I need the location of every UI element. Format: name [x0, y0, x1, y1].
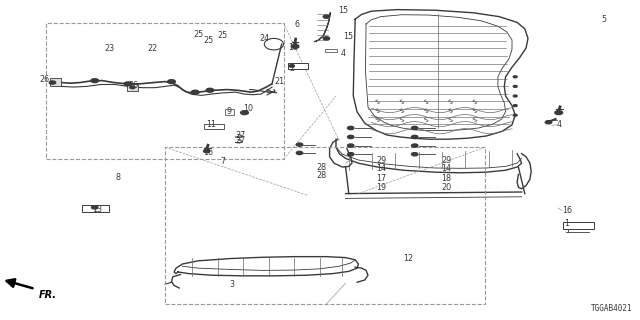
Text: 10: 10 — [243, 104, 253, 113]
Text: 28: 28 — [317, 163, 327, 172]
Circle shape — [323, 15, 330, 18]
Text: 5: 5 — [602, 15, 607, 24]
Text: 9: 9 — [227, 107, 232, 116]
Text: 21: 21 — [274, 77, 284, 86]
Circle shape — [412, 144, 418, 147]
Text: 26: 26 — [40, 75, 50, 84]
Text: 8: 8 — [116, 173, 121, 182]
Text: 29: 29 — [442, 156, 452, 164]
Circle shape — [191, 90, 199, 94]
Text: 27: 27 — [236, 136, 246, 145]
Text: 16: 16 — [204, 148, 214, 157]
Circle shape — [289, 65, 294, 67]
Circle shape — [296, 151, 303, 155]
Circle shape — [348, 135, 354, 139]
Text: 22: 22 — [147, 44, 157, 53]
Text: 7: 7 — [221, 157, 226, 166]
Circle shape — [545, 121, 552, 124]
Text: 2: 2 — [289, 64, 294, 73]
Circle shape — [91, 79, 99, 83]
Text: 1: 1 — [564, 220, 570, 228]
Text: 12: 12 — [403, 254, 413, 263]
Circle shape — [412, 135, 418, 139]
Text: 11: 11 — [206, 120, 216, 129]
Text: 23: 23 — [104, 44, 115, 52]
Text: TGGAB4021: TGGAB4021 — [591, 304, 632, 313]
Text: FR.: FR. — [38, 290, 56, 300]
Circle shape — [130, 86, 135, 89]
Bar — [82, 205, 109, 212]
Circle shape — [241, 111, 248, 115]
Circle shape — [291, 44, 299, 48]
Text: 14: 14 — [376, 164, 387, 173]
Text: 13: 13 — [92, 205, 102, 214]
Bar — [165, 147, 485, 304]
Circle shape — [168, 80, 175, 84]
Bar — [325, 49, 337, 52]
Circle shape — [513, 85, 517, 87]
Bar — [127, 84, 138, 91]
Circle shape — [513, 76, 517, 78]
Circle shape — [348, 144, 354, 147]
Text: 16: 16 — [562, 206, 572, 215]
Circle shape — [513, 114, 517, 116]
Bar — [50, 78, 61, 86]
Text: 15: 15 — [343, 32, 353, 41]
Text: 4: 4 — [340, 49, 346, 58]
Circle shape — [206, 88, 214, 92]
Circle shape — [92, 206, 98, 209]
Text: 25: 25 — [204, 36, 214, 45]
Text: 3: 3 — [229, 280, 234, 289]
Text: 14: 14 — [442, 164, 452, 173]
Bar — [225, 109, 234, 115]
Text: 17: 17 — [376, 174, 387, 183]
Bar — [288, 63, 308, 69]
Text: 4: 4 — [557, 120, 562, 129]
Text: 6: 6 — [294, 20, 300, 28]
Text: 19: 19 — [376, 183, 387, 192]
Bar — [563, 222, 594, 229]
Text: 18: 18 — [442, 174, 452, 183]
Circle shape — [296, 143, 303, 146]
Circle shape — [513, 105, 517, 107]
Text: 27: 27 — [236, 131, 246, 140]
Text: 25: 25 — [218, 31, 228, 40]
Text: 15: 15 — [338, 6, 348, 15]
Bar — [204, 124, 224, 129]
Text: 29: 29 — [376, 156, 387, 164]
Circle shape — [348, 126, 354, 130]
Text: 20: 20 — [442, 183, 452, 192]
Circle shape — [412, 126, 418, 130]
Circle shape — [124, 82, 132, 86]
Circle shape — [555, 111, 563, 115]
Text: 28: 28 — [317, 171, 327, 180]
Text: 26: 26 — [128, 81, 138, 90]
Circle shape — [204, 149, 210, 153]
Text: 25: 25 — [193, 30, 204, 39]
Circle shape — [49, 81, 56, 84]
Bar — [46, 23, 284, 159]
Circle shape — [323, 37, 330, 40]
Text: 24: 24 — [259, 34, 269, 43]
Circle shape — [348, 153, 354, 156]
Circle shape — [513, 95, 517, 97]
Text: 16: 16 — [288, 43, 298, 52]
Circle shape — [412, 153, 418, 156]
